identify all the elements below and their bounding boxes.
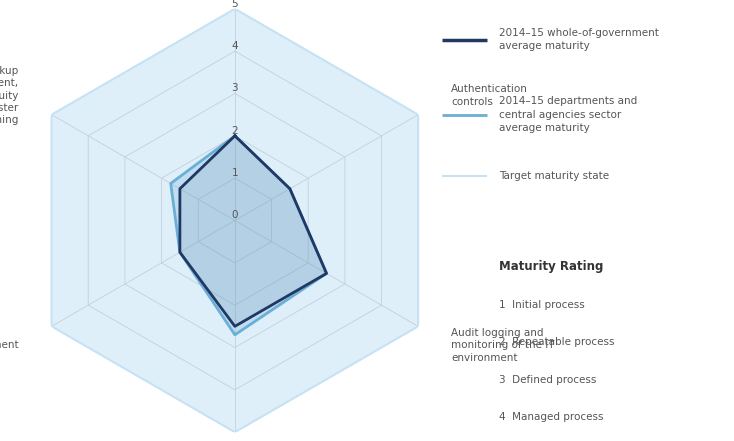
Polygon shape bbox=[171, 136, 327, 335]
Text: 2  Repeatable process: 2 Repeatable process bbox=[499, 337, 615, 348]
Text: 2014–15 departments and
central agencies sector
average maturity: 2014–15 departments and central agencies… bbox=[499, 97, 638, 133]
Text: Maturity Rating: Maturity Rating bbox=[499, 260, 603, 273]
Text: Backup
management,
business continuity
and IT disaster
recovery planning: Backup management, business continuity a… bbox=[0, 66, 18, 125]
Polygon shape bbox=[180, 136, 327, 326]
Text: 2: 2 bbox=[231, 126, 239, 136]
Text: Patch management: Patch management bbox=[0, 340, 18, 351]
Text: Target maturity state: Target maturity state bbox=[499, 172, 609, 181]
Text: 3  Defined process: 3 Defined process bbox=[499, 375, 597, 385]
Text: 4  Managed process: 4 Managed process bbox=[499, 412, 604, 422]
Text: 5: 5 bbox=[231, 0, 239, 9]
Text: 1  Initial process: 1 Initial process bbox=[499, 300, 585, 310]
Text: 0: 0 bbox=[232, 210, 238, 220]
Text: 2014–15 whole-of-government
average maturity: 2014–15 whole-of-government average matu… bbox=[499, 28, 659, 51]
Text: 3: 3 bbox=[231, 83, 239, 93]
Text: Authentication
controls: Authentication controls bbox=[451, 84, 528, 107]
Text: 4: 4 bbox=[231, 41, 239, 51]
Polygon shape bbox=[51, 9, 418, 432]
Text: Audit logging and
monitoring of the IT
environment: Audit logging and monitoring of the IT e… bbox=[451, 328, 555, 363]
Text: 1: 1 bbox=[231, 168, 239, 178]
